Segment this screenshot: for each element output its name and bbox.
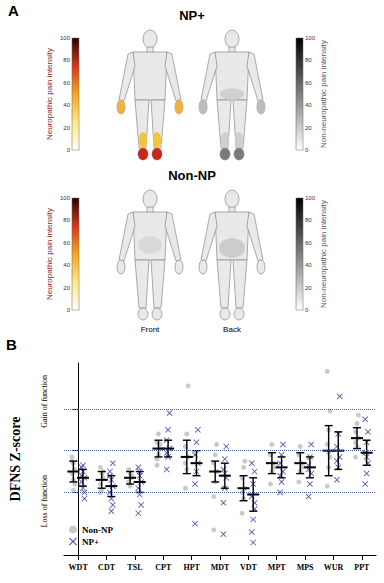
svg-text:Front: Front (141, 325, 160, 334)
svg-text:80: 80 (63, 57, 70, 63)
svg-text:60: 60 (305, 240, 312, 246)
svg-text:40: 40 (63, 262, 70, 268)
svg-text:NP+: NP+ (179, 8, 205, 23)
svg-text:80: 80 (305, 217, 312, 223)
html-text:B: B (6, 336, 17, 353)
svg-text:80: 80 (63, 217, 70, 223)
svg-text:Loss of function: Loss of function (40, 475, 49, 527)
svg-text:100: 100 (305, 35, 316, 41)
svg-text:Non-neuropathic pain intensity: Non-neuropathic pain intensity (319, 200, 328, 308)
svg-text:80: 80 (305, 57, 312, 63)
svg-text:CDT: CDT (98, 563, 116, 572)
svg-text:HPT: HPT (183, 563, 200, 572)
svg-text:PPT: PPT (354, 563, 370, 572)
svg-text:TSL: TSL (127, 563, 142, 572)
svg-text:WDT: WDT (69, 563, 89, 572)
svg-text:MPT: MPT (268, 563, 286, 572)
svg-text:DFNS Z-score: DFNS Z-score (8, 417, 23, 502)
svg-text:100: 100 (60, 195, 71, 201)
svg-text:0: 0 (67, 307, 71, 313)
svg-text:20: 20 (63, 285, 70, 291)
svg-text:0: 0 (67, 147, 71, 153)
svg-text:60: 60 (305, 80, 312, 86)
svg-text:A: A (8, 2, 19, 19)
svg-text:Back: Back (223, 325, 242, 334)
svg-text:Non-neuropathic pain intensity: Non-neuropathic pain intensity (319, 40, 328, 148)
svg-text:40: 40 (305, 102, 312, 108)
svg-text:0: 0 (305, 147, 309, 153)
svg-text:Neuropathic pain intensity: Neuropathic pain intensity (45, 208, 54, 300)
svg-text:60: 60 (63, 240, 70, 246)
svg-text:Non-NP: Non-NP (82, 525, 114, 535)
svg-text:Gain of function: Gain of function (40, 375, 49, 428)
svg-text:60: 60 (63, 80, 70, 86)
svg-text:NP+: NP+ (82, 537, 99, 547)
svg-text:CPT: CPT (155, 563, 172, 572)
svg-text:40: 40 (63, 102, 70, 108)
svg-text:20: 20 (63, 125, 70, 131)
svg-text:VDT: VDT (240, 563, 258, 572)
svg-text:Neuropathic pain intensity: Neuropathic pain intensity (45, 48, 54, 140)
svg-text:MDT: MDT (211, 563, 230, 572)
svg-text:0: 0 (305, 307, 309, 313)
svg-text:100: 100 (60, 35, 71, 41)
svg-text:20: 20 (305, 125, 312, 131)
svg-text:20: 20 (305, 285, 312, 291)
svg-text:40: 40 (305, 262, 312, 268)
svg-text:MPS: MPS (297, 563, 314, 572)
svg-text:Non-NP: Non-NP (168, 168, 216, 183)
svg-text:WUR: WUR (324, 563, 344, 572)
svg-text:100: 100 (305, 195, 316, 201)
